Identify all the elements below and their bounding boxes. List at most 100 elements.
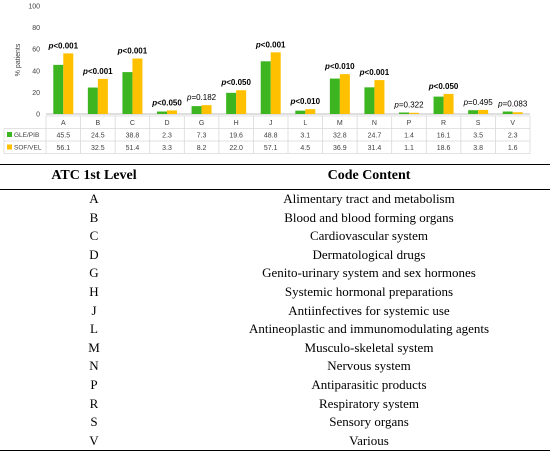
table-row: A Alimentary tract and metabolism (0, 190, 550, 209)
p-value: <0.001 (88, 67, 113, 76)
p-value-annotation: p<0.001 (82, 67, 113, 76)
bar-sof-vel-p (409, 112, 419, 114)
atc-code-cell: J (91, 302, 97, 318)
p-value-annotation: p=0.495 (463, 98, 494, 107)
table-row: P Antiparasitic products (0, 376, 550, 395)
p-value: =0.083 (503, 100, 528, 109)
p-symbol: p (428, 82, 434, 91)
p-value: <0.050 (157, 98, 182, 107)
x-tick-label: N (372, 120, 377, 127)
table-row: D Dermatological drugs (0, 246, 550, 265)
p-symbol: p (220, 78, 226, 87)
p-symbol: p (324, 62, 330, 71)
data-table-value: 38.8 (126, 133, 140, 140)
data-table-value: 16.1 (437, 133, 451, 140)
bar-gle-pib-l (295, 110, 306, 114)
atc-code-cell: G (89, 265, 99, 281)
data-table-value: 48.8 (264, 133, 278, 140)
p-symbol: p (393, 100, 399, 109)
atc-content-cell: Antiinfectives for systemic use (288, 302, 450, 318)
data-table-value: 1.1 (404, 145, 414, 152)
atc-content-cell: Antiparasitic products (311, 376, 427, 392)
atc-code-cell: A (89, 191, 99, 206)
atc-code-cell: P (90, 376, 98, 392)
data-table-value: 3.3 (162, 145, 172, 152)
bar-gle-pib-g (191, 106, 202, 114)
atc-content-cell: Systemic hormonal preparations (284, 283, 454, 299)
data-table-value: 45.5 (56, 133, 70, 140)
bar-gle-pib-j (260, 61, 271, 114)
data-table-value: 3.8 (473, 145, 483, 152)
bar-sof-vel-j (270, 52, 281, 114)
p-symbol: p (47, 41, 53, 50)
table-row: R Respiratory system (0, 395, 550, 414)
x-tick-label: V (510, 120, 515, 127)
p-value-annotation: p<0.001 (47, 41, 78, 50)
bar-gle-pib-b (87, 87, 98, 114)
bar-sof-vel-g (201, 105, 212, 114)
table-row: J Antiinfectives for systemic use (0, 302, 550, 321)
p-value-annotation: p<0.010 (324, 62, 355, 71)
y-tick-label: 0 (36, 112, 40, 119)
atc-code-table: ATC 1st Level Code Content A Alimentary t… (0, 164, 550, 452)
atc-content-cell: Genito-urinary system and sex hormones (262, 265, 476, 281)
bar-gle-pib-h (226, 92, 237, 114)
data-table-value: 2.3 (162, 133, 172, 140)
legend-label: SOF/VEL (14, 145, 42, 152)
p-value-annotation: p<0.001 (117, 46, 148, 55)
p-symbol: p (186, 93, 192, 102)
p-value-annotation: p=0.083 (497, 100, 528, 109)
bar-gle-pib-m (329, 78, 340, 114)
p-value: =0.495 (468, 98, 493, 107)
bar-sof-vel-l (305, 109, 316, 114)
bar-gle-pib-a (53, 64, 64, 114)
p-symbol: p (289, 97, 295, 106)
x-tick-label: S (476, 120, 481, 127)
x-tick-label: H (234, 120, 239, 127)
p-value: <0.001 (53, 41, 78, 50)
data-table-value: 4.5 (300, 145, 310, 152)
y-tick-label: 20 (32, 90, 40, 97)
p-value-annotation: p<0.050 (151, 98, 182, 107)
atc-code-cell: N (89, 358, 99, 374)
data-table-value: 2.3 (508, 133, 518, 140)
atc-code-cell: M (88, 339, 100, 355)
bar-gle-pib-d (157, 111, 167, 114)
data-table-value: 31.4 (368, 145, 382, 152)
data-table-value: 7.3 (197, 133, 207, 140)
p-value-annotation: p<0.001 (255, 40, 286, 49)
p-value-annotation: p=0.322 (393, 100, 424, 109)
bar-gle-pib-p (399, 112, 409, 114)
atc-code-cell: S (90, 414, 98, 430)
atc-content-cell: Dermatological drugs (312, 246, 426, 262)
data-table-value: 1.4 (404, 133, 414, 140)
bar-gle-pib-v (502, 111, 513, 114)
bar-chart: 0 20 40 60 80 100% patients p<0.001 p<0.001 p<0.… (0, 0, 550, 160)
atc-content-cell: Sensory organs (329, 414, 409, 430)
bar-gle-pib-s (468, 110, 479, 114)
atc-content-cell: Nervous system (327, 358, 411, 374)
x-tick-label: B (96, 120, 101, 127)
y-tick-label: 60 (32, 47, 40, 54)
p-value: <0.001 (365, 68, 390, 77)
bar-sof-vel-r (443, 93, 454, 114)
table-row: G Genito-urinary system and sex hormones (0, 264, 550, 283)
p-symbol: p (82, 67, 88, 76)
table-row: H Systemic hormonal preparations (0, 283, 550, 302)
legend-label: GLE/PIB (14, 132, 39, 139)
bar-sof-vel-h (236, 90, 247, 114)
data-table-value: 18.6 (437, 145, 451, 152)
p-value: =0.182 (191, 93, 216, 102)
p-value-annotation: p<0.050 (220, 78, 251, 87)
x-tick-label: R (441, 120, 446, 127)
atc-code-cell: R (89, 395, 99, 411)
table-row: L Antineoplastic and immunomodulating age… (0, 320, 550, 339)
p-value-annotation: p<0.001 (359, 68, 390, 77)
p-symbol: p (359, 68, 365, 77)
data-table-value: 32.5 (91, 145, 105, 152)
table-row: B Blood and blood forming organs (0, 209, 550, 228)
y-tick-label: 40 (32, 68, 40, 75)
atc-content-cell: Antineoplastic and immunomodulating agen… (248, 321, 490, 337)
atc-code-cell: V (0, 431, 188, 452)
